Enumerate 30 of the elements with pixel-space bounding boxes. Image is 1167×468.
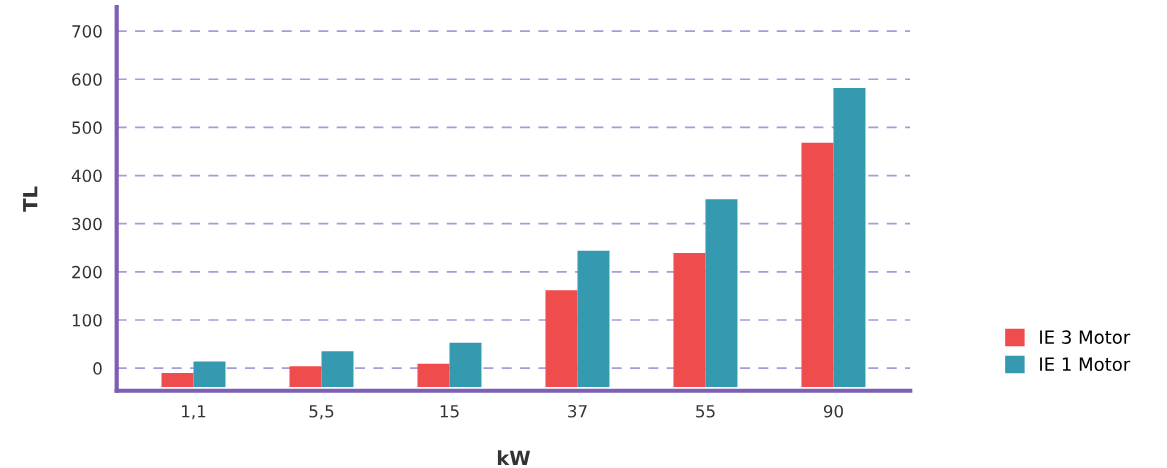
x-tick-label: 37 (568, 404, 587, 418)
y-axis-title: TL (23, 186, 38, 212)
bar (321, 351, 354, 387)
x-tick-label: 15 (440, 405, 459, 418)
legend-label: IE 1 Motor (1040, 357, 1131, 372)
bar (193, 361, 226, 387)
y-tick-label: 300 (72, 217, 102, 231)
x-axis-title: kW (497, 450, 531, 466)
y-tick-label: 600 (72, 73, 102, 86)
y-tick-label: 100 (72, 313, 102, 327)
legend-label: IE 3 Motor (1040, 330, 1131, 344)
x-tick-label: 5,5 (309, 405, 334, 420)
bar (705, 199, 738, 387)
y-tick-label: 200 (72, 265, 102, 279)
bar (801, 142, 834, 387)
y-tick-label: 500 (72, 121, 102, 134)
y-tick-label: 400 (71, 169, 102, 183)
bar (289, 366, 322, 387)
bar (577, 250, 610, 387)
x-tick-label: 55 (696, 405, 715, 418)
x-tick-label: 90 (823, 404, 843, 418)
bar (673, 253, 706, 387)
bar (833, 87, 866, 387)
y-tick-label: 0 (93, 362, 102, 375)
x-tick-label: 1,1 (182, 405, 206, 420)
bar (161, 372, 194, 387)
bar (417, 363, 450, 387)
bar (449, 342, 482, 387)
y-tick-label: 700 (72, 25, 102, 38)
bar (545, 290, 578, 387)
